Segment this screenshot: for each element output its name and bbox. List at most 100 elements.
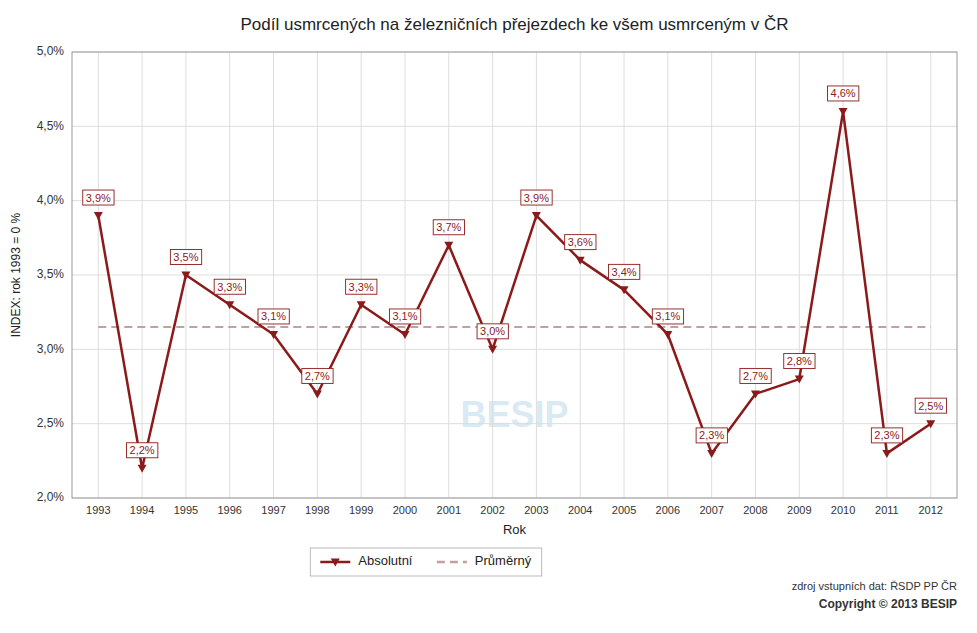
data-label: 3,1% xyxy=(392,310,417,322)
data-label-box xyxy=(696,428,727,443)
data-label-box xyxy=(302,368,333,383)
copyright-note: Copyright © 2013 BESIP xyxy=(819,597,957,611)
x-tick-label: 2012 xyxy=(918,504,942,516)
watermark: BESIP xyxy=(460,394,568,435)
y-tick-label: 2,0% xyxy=(37,490,65,504)
x-grid-line xyxy=(273,52,274,498)
x-tick-label: 2007 xyxy=(699,504,723,516)
data-label: 2,3% xyxy=(874,429,899,441)
data-label: 3,6% xyxy=(568,236,593,248)
marker xyxy=(663,331,672,339)
y-grid-line xyxy=(72,349,957,350)
x-grid-line xyxy=(755,52,756,498)
data-label-box xyxy=(477,324,508,339)
x-tick-label: 2008 xyxy=(743,504,767,516)
data-label: 3,3% xyxy=(217,281,242,293)
data-label: 2,8% xyxy=(787,355,812,367)
marker xyxy=(926,420,935,428)
marker xyxy=(839,108,848,116)
x-tick-label: 1995 xyxy=(174,504,198,516)
y-grid-line xyxy=(72,275,957,276)
x-tick-label: 1997 xyxy=(261,504,285,516)
x-grid-line xyxy=(580,52,581,498)
legend: Absolutní Průměrný xyxy=(310,548,541,576)
title: Podíl usmrcených na železničních přejezd… xyxy=(241,15,789,34)
marker xyxy=(751,390,760,398)
y-tick-label: 2,5% xyxy=(37,416,65,430)
marker xyxy=(269,331,278,339)
marker xyxy=(795,376,804,384)
marker xyxy=(313,390,322,398)
marker xyxy=(357,301,366,309)
data-label: 3,9% xyxy=(524,192,549,204)
y-tick-label: 3,5% xyxy=(37,267,65,281)
marker xyxy=(882,450,891,458)
y-grid-line xyxy=(72,126,957,127)
data-label-box xyxy=(828,86,859,101)
data-label: 2,2% xyxy=(130,444,155,456)
data-label-box xyxy=(521,190,552,205)
chart: BESIP2,0%2,5%3,0%3,5%4,0%4,5%5,0%1993199… xyxy=(0,0,977,633)
x-tick-label: 2002 xyxy=(480,504,504,516)
data-label-box xyxy=(871,428,902,443)
data-label-box xyxy=(652,309,683,324)
x-tick-label: 1994 xyxy=(130,504,154,516)
legend-swatch xyxy=(437,561,467,564)
data-label-box xyxy=(433,220,464,235)
plot-frame xyxy=(72,52,957,498)
x-grid-line xyxy=(98,52,99,498)
marker xyxy=(400,331,409,339)
data-label-box xyxy=(740,368,771,383)
series-line xyxy=(98,111,930,468)
y-tick-label: 5,0% xyxy=(37,44,65,58)
grid xyxy=(72,52,957,498)
data-label-box xyxy=(389,309,420,324)
data-label-box xyxy=(83,190,114,205)
series-line xyxy=(98,326,930,328)
x-axis-label: Rok xyxy=(503,522,527,537)
data-label: 3,7% xyxy=(436,221,461,233)
x-tick-label: 1993 xyxy=(86,504,110,516)
data-label-box xyxy=(258,309,289,324)
y-grid-line xyxy=(72,200,957,201)
x-tick-label: 2010 xyxy=(831,504,855,516)
x-tick-label: 2004 xyxy=(568,504,592,516)
marker xyxy=(532,212,541,220)
marker xyxy=(94,212,103,220)
x-grid-line xyxy=(448,52,449,498)
legend-item: Průměrný xyxy=(437,553,532,568)
x-grid-line xyxy=(404,52,405,498)
source-note: zdroj vstupních dat: ŘSDP PP ČR xyxy=(792,580,957,592)
x-grid-line xyxy=(536,52,537,498)
x-grid-line xyxy=(930,52,931,498)
data-label-box xyxy=(784,354,815,369)
x-tick-label: 2001 xyxy=(437,504,461,516)
legend-frame xyxy=(310,548,541,576)
data-labels: 3,9%2,2%3,5%3,3%3,1%2,7%3,3%3,1%3,7%3,0%… xyxy=(83,86,947,458)
x-tick-label: 2006 xyxy=(656,504,680,516)
legend-label: Absolutní xyxy=(358,553,413,568)
data-label: 4,6% xyxy=(831,87,856,99)
data-label: 3,0% xyxy=(480,325,505,337)
x-tick-label: 2011 xyxy=(875,504,899,516)
data-label: 3,4% xyxy=(611,266,636,278)
x-tick-label: 2003 xyxy=(524,504,548,516)
y-tick-label: 4,0% xyxy=(37,193,65,207)
data-label-box xyxy=(565,235,596,250)
data-label: 3,5% xyxy=(173,251,198,263)
data-label-box xyxy=(127,443,158,458)
x-tick-label: 2005 xyxy=(612,504,636,516)
data-label: 2,7% xyxy=(305,370,330,382)
data-label-box xyxy=(170,250,201,265)
legend-marker xyxy=(331,559,340,567)
data-label: 2,5% xyxy=(918,400,943,412)
x-tick-label: 1998 xyxy=(305,504,329,516)
x-grid-line xyxy=(317,52,318,498)
data-label-box xyxy=(608,264,639,279)
x-grid-line xyxy=(229,52,230,498)
plot-area xyxy=(94,108,935,473)
x-grid-line xyxy=(492,52,493,498)
marker xyxy=(707,450,716,458)
data-label: 3,1% xyxy=(655,310,680,322)
x-tick-label: 2000 xyxy=(393,504,417,516)
